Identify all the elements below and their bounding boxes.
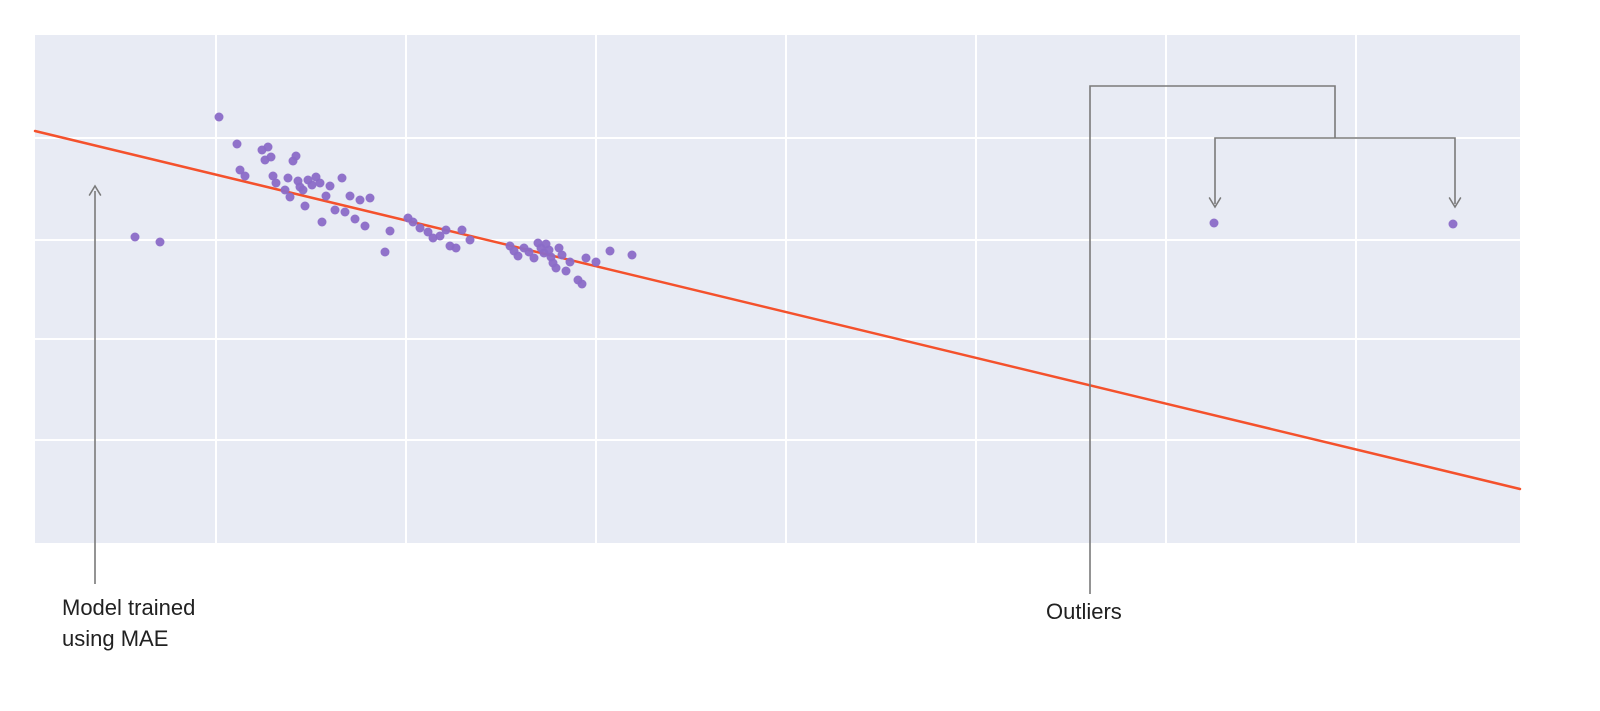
scatter-point bbox=[415, 223, 425, 233]
outliers-connector bbox=[1089, 85, 1336, 594]
scatter-point bbox=[240, 171, 250, 181]
scatter-point bbox=[268, 171, 278, 181]
scatter-point bbox=[423, 227, 433, 237]
mae-annotation-label: Model trained using MAE bbox=[62, 595, 196, 652]
plot-background bbox=[35, 35, 1520, 543]
scatter-point bbox=[325, 181, 335, 191]
scatter-point bbox=[451, 243, 461, 253]
scatter-point bbox=[428, 233, 438, 243]
scatter-point bbox=[435, 231, 445, 241]
scatter-point bbox=[340, 207, 350, 217]
scatter-point bbox=[544, 245, 554, 255]
scatter-point bbox=[130, 232, 140, 242]
scatter-point bbox=[524, 247, 534, 257]
scatter-point bbox=[561, 266, 571, 276]
scatter-point bbox=[345, 191, 355, 201]
scatter-point bbox=[283, 173, 293, 183]
scatter-point bbox=[557, 250, 567, 260]
scatter-point bbox=[513, 251, 523, 261]
scatter-point bbox=[627, 250, 637, 260]
scatter-point bbox=[317, 217, 327, 227]
outliers-annotation-label: Outliers bbox=[1046, 599, 1122, 624]
outlier-point bbox=[1209, 218, 1219, 228]
scatter-point bbox=[577, 279, 587, 289]
scatter-point bbox=[321, 191, 331, 201]
outlier-point bbox=[1448, 219, 1458, 229]
arrowhead-down-icon bbox=[1448, 197, 1462, 209]
scatter-point bbox=[441, 225, 451, 235]
scatter-point bbox=[385, 226, 395, 236]
arrowhead-down-icon bbox=[1208, 197, 1222, 209]
scatter-point bbox=[266, 152, 276, 162]
scatter-point bbox=[307, 180, 317, 190]
scatter-point bbox=[263, 142, 273, 152]
scatter-point bbox=[457, 225, 467, 235]
scatter-point bbox=[554, 243, 564, 253]
outliers-bracket bbox=[1214, 137, 1456, 204]
scatter-point bbox=[337, 173, 347, 183]
scatter-point bbox=[360, 221, 370, 231]
scatter-point bbox=[605, 246, 615, 256]
scatter-point bbox=[280, 185, 290, 195]
scatter-point bbox=[355, 195, 365, 205]
arrowhead-up-icon bbox=[88, 184, 102, 196]
scatter-point bbox=[551, 263, 561, 273]
scatter-point bbox=[350, 214, 360, 224]
scatter-point bbox=[330, 205, 340, 215]
scatter-point bbox=[581, 253, 591, 263]
scatter-point bbox=[214, 112, 224, 122]
scatter-point bbox=[235, 165, 245, 175]
scatter-point bbox=[300, 201, 310, 211]
scatter-point bbox=[380, 247, 390, 257]
scatter-point bbox=[298, 185, 308, 195]
scatter-point bbox=[529, 253, 539, 263]
scatter-point bbox=[365, 193, 375, 203]
scatter-point bbox=[408, 217, 418, 227]
scatter-point bbox=[591, 257, 601, 267]
scatter-point bbox=[465, 235, 475, 245]
scatter-point bbox=[271, 178, 281, 188]
scatter-point bbox=[232, 139, 242, 149]
scatter-point bbox=[155, 237, 165, 247]
scatter-point bbox=[291, 151, 301, 161]
scatter-point bbox=[285, 192, 295, 202]
scatter-point bbox=[315, 178, 325, 188]
scatter-point bbox=[565, 257, 575, 267]
